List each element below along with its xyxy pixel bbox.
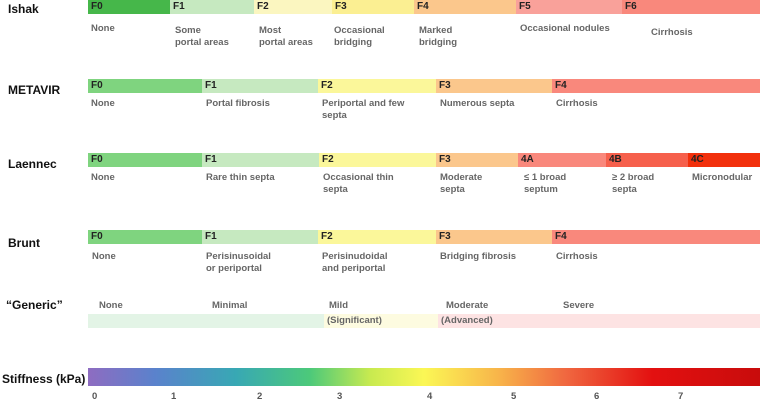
metavir-stage-f3: F3 — [436, 79, 552, 93]
brunt-stage-f4: F4 — [552, 230, 760, 244]
laennec-desc-f2: Occasional thin septa — [323, 172, 394, 195]
metavir-desc-f0: None — [91, 98, 115, 109]
generic-scale-name: “Generic” — [6, 298, 63, 312]
stiffness-gradient-bar — [88, 368, 760, 386]
metavir-bar: F0 F1 F2 F3 F4 — [88, 79, 760, 93]
laennec-desc-f1: Rare thin septa — [206, 172, 275, 183]
ishak-stage-f2: F2 — [254, 0, 332, 14]
brunt-desc-f0: None — [92, 251, 116, 262]
metavir-desc-f1: Portal fibrosis — [206, 98, 270, 109]
metavir-desc-f2: Periportal and few septa — [322, 98, 405, 121]
stiffness-tick-7: 7 — [678, 391, 684, 402]
stiffness-scale-name: Stiffness (kPa) — [2, 372, 86, 386]
brunt-desc-f2: Perisinudoidal and periportal — [322, 251, 388, 274]
laennec-desc-4a: ≤ 1 broad septum — [524, 172, 567, 195]
generic-level-mild: Mild — [329, 300, 348, 311]
laennec-bar: F0 F1 F2 F3 4A 4B 4C — [88, 153, 760, 167]
laennec-desc-4b: ≥ 2 broad septa — [612, 172, 655, 195]
ishak-desc-f5: Occasional nodules — [520, 23, 610, 34]
generic-box-advanced: (Advanced) — [438, 314, 760, 328]
brunt-desc-f1: Perisinusoidal or periportal — [206, 251, 271, 274]
brunt-bar: F0 F1 F2 F3 F4 — [88, 230, 760, 244]
metavir-stage-f0: F0 — [88, 79, 202, 93]
brunt-stage-f0: F0 — [88, 230, 202, 244]
stiffness-tick-4: 4 — [427, 391, 433, 402]
stiffness-tick-1: 1 — [171, 391, 177, 402]
brunt-desc-f3: Bridging fibrosis — [440, 251, 516, 262]
stiffness-tick-3: 3 — [337, 391, 343, 402]
ishak-stage-f4: F4 — [414, 0, 516, 14]
laennec-desc-f3: Moderate septa — [440, 172, 483, 195]
generic-box-minimal — [88, 314, 324, 328]
ishak-stage-f1: F1 — [170, 0, 254, 14]
laennec-stage-f1: F1 — [202, 153, 319, 167]
metavir-stage-f2: F2 — [318, 79, 436, 93]
laennec-stage-f0: F0 — [88, 153, 202, 167]
generic-box-significant: (Significant) — [324, 314, 438, 328]
laennec-scale-name: Laennec — [8, 157, 57, 171]
ishak-desc-f1: Some portal areas — [175, 25, 229, 48]
laennec-stage-4b: 4B — [606, 153, 688, 167]
metavir-scale-name: METAVIR — [8, 83, 61, 97]
laennec-desc-f0: None — [91, 172, 115, 183]
ishak-desc-f6: Cirrhosis — [651, 27, 693, 38]
metavir-desc-f3: Numerous septa — [440, 98, 515, 109]
brunt-stage-f2: F2 — [318, 230, 436, 244]
stiffness-tick-0: 0 — [92, 391, 98, 402]
generic-level-moderate: Moderate — [446, 300, 489, 311]
ishak-scale-name: Ishak — [8, 2, 39, 16]
ishak-stage-f0: F0 — [88, 0, 170, 14]
laennec-stage-f2: F2 — [319, 153, 436, 167]
metavir-stage-f4: F4 — [552, 79, 760, 93]
ishak-desc-f4: Marked bridging — [419, 25, 457, 48]
ishak-stage-f6: F6 — [622, 0, 760, 14]
ishak-bar: F0 F1 F2 F3 F4 F5 F6 — [88, 0, 760, 14]
stiffness-tick-5: 5 — [511, 391, 517, 402]
ishak-stage-f3: F3 — [332, 0, 414, 14]
ishak-desc-f3: Occasional bridging — [334, 25, 385, 48]
brunt-desc-f4: Cirrhosis — [556, 251, 598, 262]
metavir-desc-f4: Cirrhosis — [556, 98, 598, 109]
stiffness-tick-6: 6 — [594, 391, 600, 402]
generic-level-minimal: Minimal — [212, 300, 248, 311]
stiffness-tick-2: 2 — [257, 391, 263, 402]
metavir-stage-f1: F1 — [202, 79, 318, 93]
brunt-stage-f3: F3 — [436, 230, 552, 244]
laennec-desc-4c: Micronodular — [692, 172, 753, 183]
ishak-stage-f5: F5 — [516, 0, 622, 14]
brunt-stage-f1: F1 — [202, 230, 318, 244]
laennec-stage-f3: F3 — [436, 153, 518, 167]
laennec-stage-4c: 4C — [688, 153, 760, 167]
laennec-stage-4a: 4A — [518, 153, 606, 167]
ishak-desc-f0: None — [91, 23, 115, 34]
ishak-desc-f2: Most portal areas — [259, 25, 313, 48]
generic-level-severe: Severe — [563, 300, 595, 311]
brunt-scale-name: Brunt — [8, 236, 40, 250]
generic-level-none: None — [99, 300, 123, 311]
